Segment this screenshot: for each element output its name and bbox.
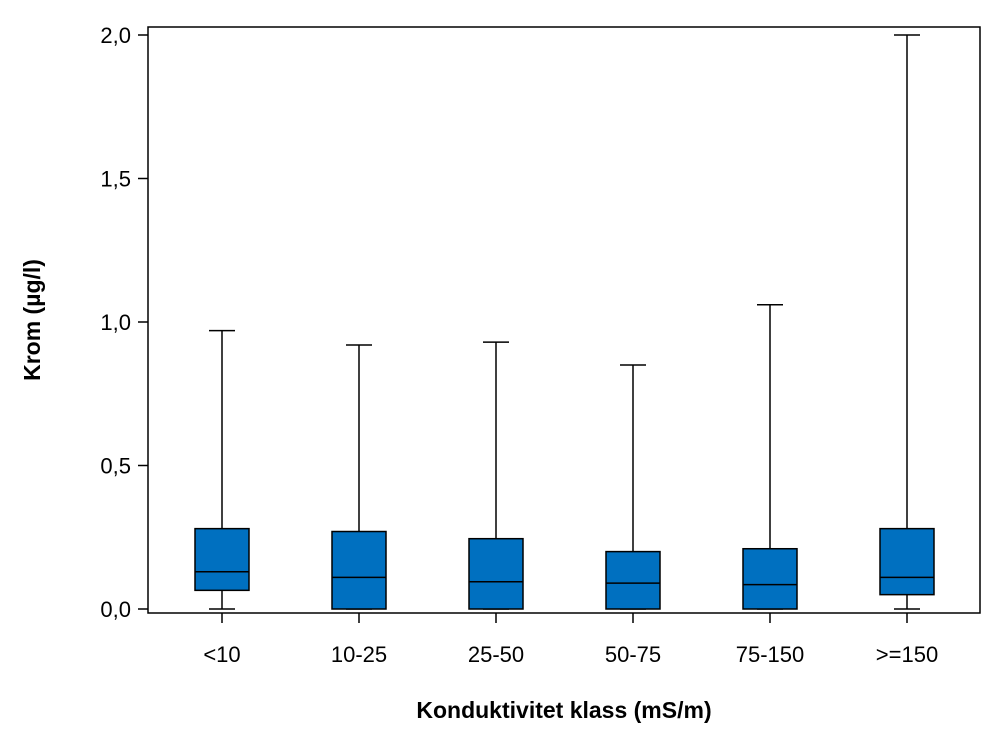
box-5	[742, 304, 798, 610]
iqr-box	[879, 527, 935, 596]
iqr-box	[468, 537, 524, 610]
x-tick-label: 25-50	[468, 642, 524, 667]
iqr-box	[605, 550, 661, 610]
y-tick-label: 2,0	[100, 23, 131, 48]
iqr-box	[194, 527, 250, 592]
y-tick-label: 1,5	[100, 167, 131, 192]
box-3	[468, 341, 524, 610]
x-axis-title: Konduktivitet klass (mS/m)	[416, 697, 711, 723]
iqr-box	[331, 530, 387, 610]
x-tick-label: >=150	[876, 642, 938, 667]
y-axis-title: Krom (µg/l)	[19, 259, 45, 381]
y-tick-label: 0,5	[100, 454, 131, 479]
plot-frame	[147, 26, 981, 614]
box-2	[331, 344, 387, 610]
box-4	[605, 364, 661, 610]
x-tick-label: 10-25	[331, 642, 387, 667]
box-series	[194, 34, 935, 610]
x-tick-label: 50-75	[605, 642, 661, 667]
y-axis: 0,0 0,5 1,0 1,5 2,0	[100, 23, 148, 622]
box-1	[194, 329, 250, 610]
iqr-box	[742, 547, 798, 610]
x-tick-label: <10	[203, 642, 240, 667]
box-6	[879, 34, 935, 610]
y-tick-label: 1,0	[100, 310, 131, 335]
x-axis: <10 10-25 25-50 50-75 75-150 >=150	[203, 613, 938, 667]
x-tick-label: 75-150	[736, 642, 805, 667]
y-tick-label: 0,0	[100, 597, 131, 622]
